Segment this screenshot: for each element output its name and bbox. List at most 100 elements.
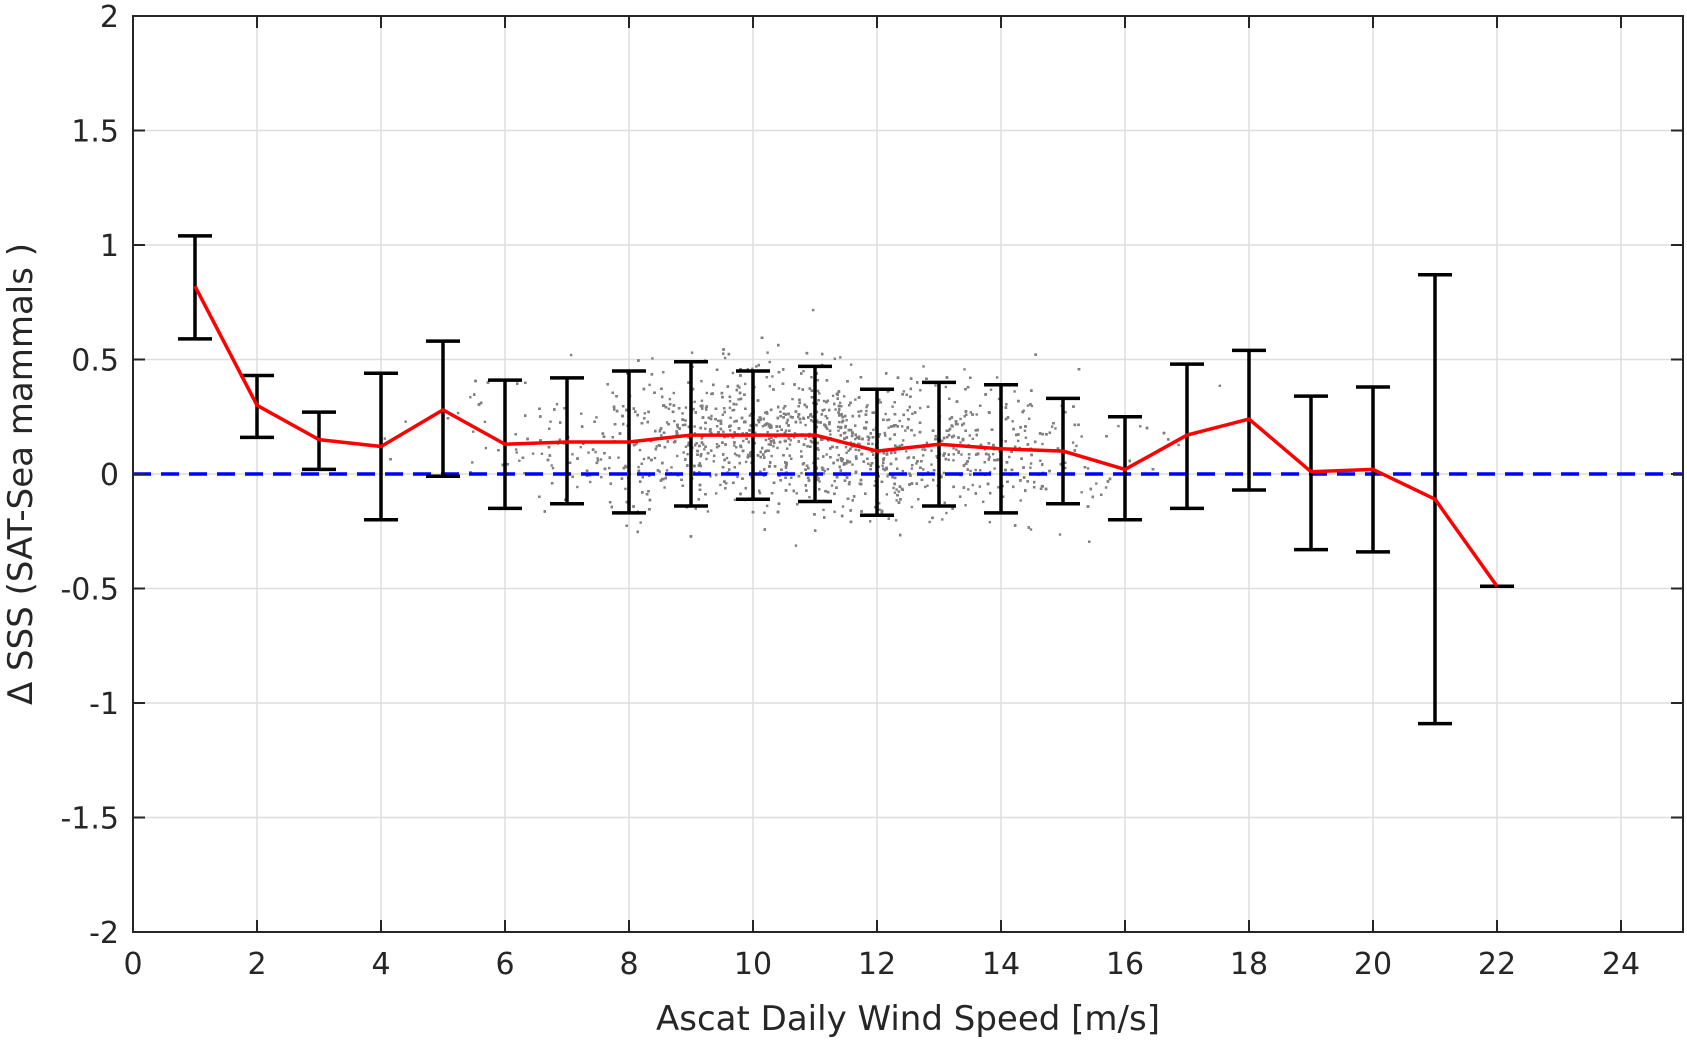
scatter-point (659, 427, 663, 430)
scatter-point (1032, 486, 1036, 489)
scatter-point (948, 417, 952, 421)
scatter-point (404, 420, 407, 423)
scatter-point (837, 429, 840, 432)
scatter-point (993, 467, 996, 470)
scatter-point (845, 462, 848, 465)
scatter-point (833, 479, 836, 483)
scatter-point (845, 476, 849, 479)
scatter-point (579, 445, 582, 449)
scatter-point (523, 472, 526, 475)
scatter-point (782, 368, 785, 371)
scatter-point (848, 404, 851, 407)
scatter-point (539, 415, 542, 418)
scatter-point (1104, 486, 1108, 489)
scatter-point (924, 448, 927, 452)
scatter-point (831, 394, 835, 398)
scatter-point (765, 412, 769, 415)
scatter-point (810, 396, 814, 399)
scatter-point (961, 437, 965, 441)
scatter-point (743, 393, 746, 396)
scatter-point (681, 423, 685, 427)
scatter-point (846, 459, 849, 463)
scatter-point (968, 434, 972, 437)
scatter-point (715, 443, 719, 446)
scatter-point (668, 397, 672, 401)
scatter-point (825, 427, 829, 430)
scatter-point (910, 464, 914, 467)
scatter-point (879, 401, 883, 404)
x-tick-label: 4 (371, 947, 390, 982)
scatter-point (1019, 479, 1022, 482)
scatter-point (824, 415, 828, 418)
scatter-point (818, 392, 821, 395)
scatter-point (698, 483, 702, 487)
scatter-point (779, 414, 782, 418)
scatter-point (803, 403, 807, 407)
scatter-point (957, 451, 960, 454)
scatter-point (516, 382, 519, 385)
scatter-point (865, 409, 868, 413)
scatter-point (551, 467, 555, 470)
scatter-point (389, 458, 392, 461)
scatter-point (1026, 404, 1030, 407)
scatter-point (735, 446, 738, 449)
scatter-point (823, 408, 826, 411)
scatter-point (639, 521, 642, 524)
scatter-point (778, 440, 782, 444)
scatter-point (585, 469, 589, 472)
scatter-point (648, 498, 652, 502)
scatter-point (969, 473, 972, 476)
scatter-point (601, 432, 605, 435)
scatter-point (1059, 462, 1063, 466)
scatter-point (772, 441, 776, 445)
scatter-point (833, 357, 836, 360)
scatter-point (1058, 533, 1062, 536)
scatter-point (1072, 405, 1075, 408)
scatter-point (548, 427, 551, 431)
scatter-point (888, 437, 892, 441)
scatter-point (684, 445, 688, 448)
scatter-point (738, 386, 741, 389)
scatter-point (613, 423, 617, 426)
scatter-point (870, 462, 874, 465)
scatter-point (961, 423, 964, 427)
scatter-point (665, 469, 669, 472)
scatter-point (709, 428, 712, 431)
scatter-point (514, 433, 517, 436)
scatter-point (538, 407, 541, 410)
scatter-point (739, 444, 742, 448)
scatter-point (728, 406, 732, 410)
scatter-point (696, 449, 699, 453)
scatter-point (637, 359, 640, 362)
scatter-point (643, 417, 646, 420)
scatter-point (872, 453, 875, 456)
scatter-point (501, 463, 504, 467)
scatter-point (745, 432, 748, 435)
scatter-point (693, 443, 697, 447)
mean-line (193, 285, 1499, 588)
y-tick-label: -1 (89, 687, 119, 722)
scatter-point (674, 440, 677, 443)
scatter-point (726, 385, 730, 388)
scatter-point (771, 375, 774, 378)
scatter-point (851, 414, 854, 418)
scatter-point (877, 435, 881, 438)
scatter-point (736, 475, 739, 478)
scatter-point (894, 457, 898, 461)
scatter-point (697, 464, 701, 467)
scatter-point (756, 399, 760, 402)
scatter-point (676, 425, 679, 429)
scatter-point (1108, 477, 1112, 481)
scatter-point (684, 406, 688, 409)
scatter-point (741, 477, 744, 480)
scatter-point (896, 494, 899, 497)
scatter-point (779, 410, 782, 414)
scatter-point (808, 387, 812, 390)
scatter-point (735, 388, 738, 392)
scatter-point (804, 437, 807, 440)
scatter-point (596, 459, 600, 462)
scatter-point (772, 439, 775, 442)
scatter-point (615, 409, 619, 413)
scatter-point (700, 453, 703, 456)
scatter-point (822, 455, 825, 458)
